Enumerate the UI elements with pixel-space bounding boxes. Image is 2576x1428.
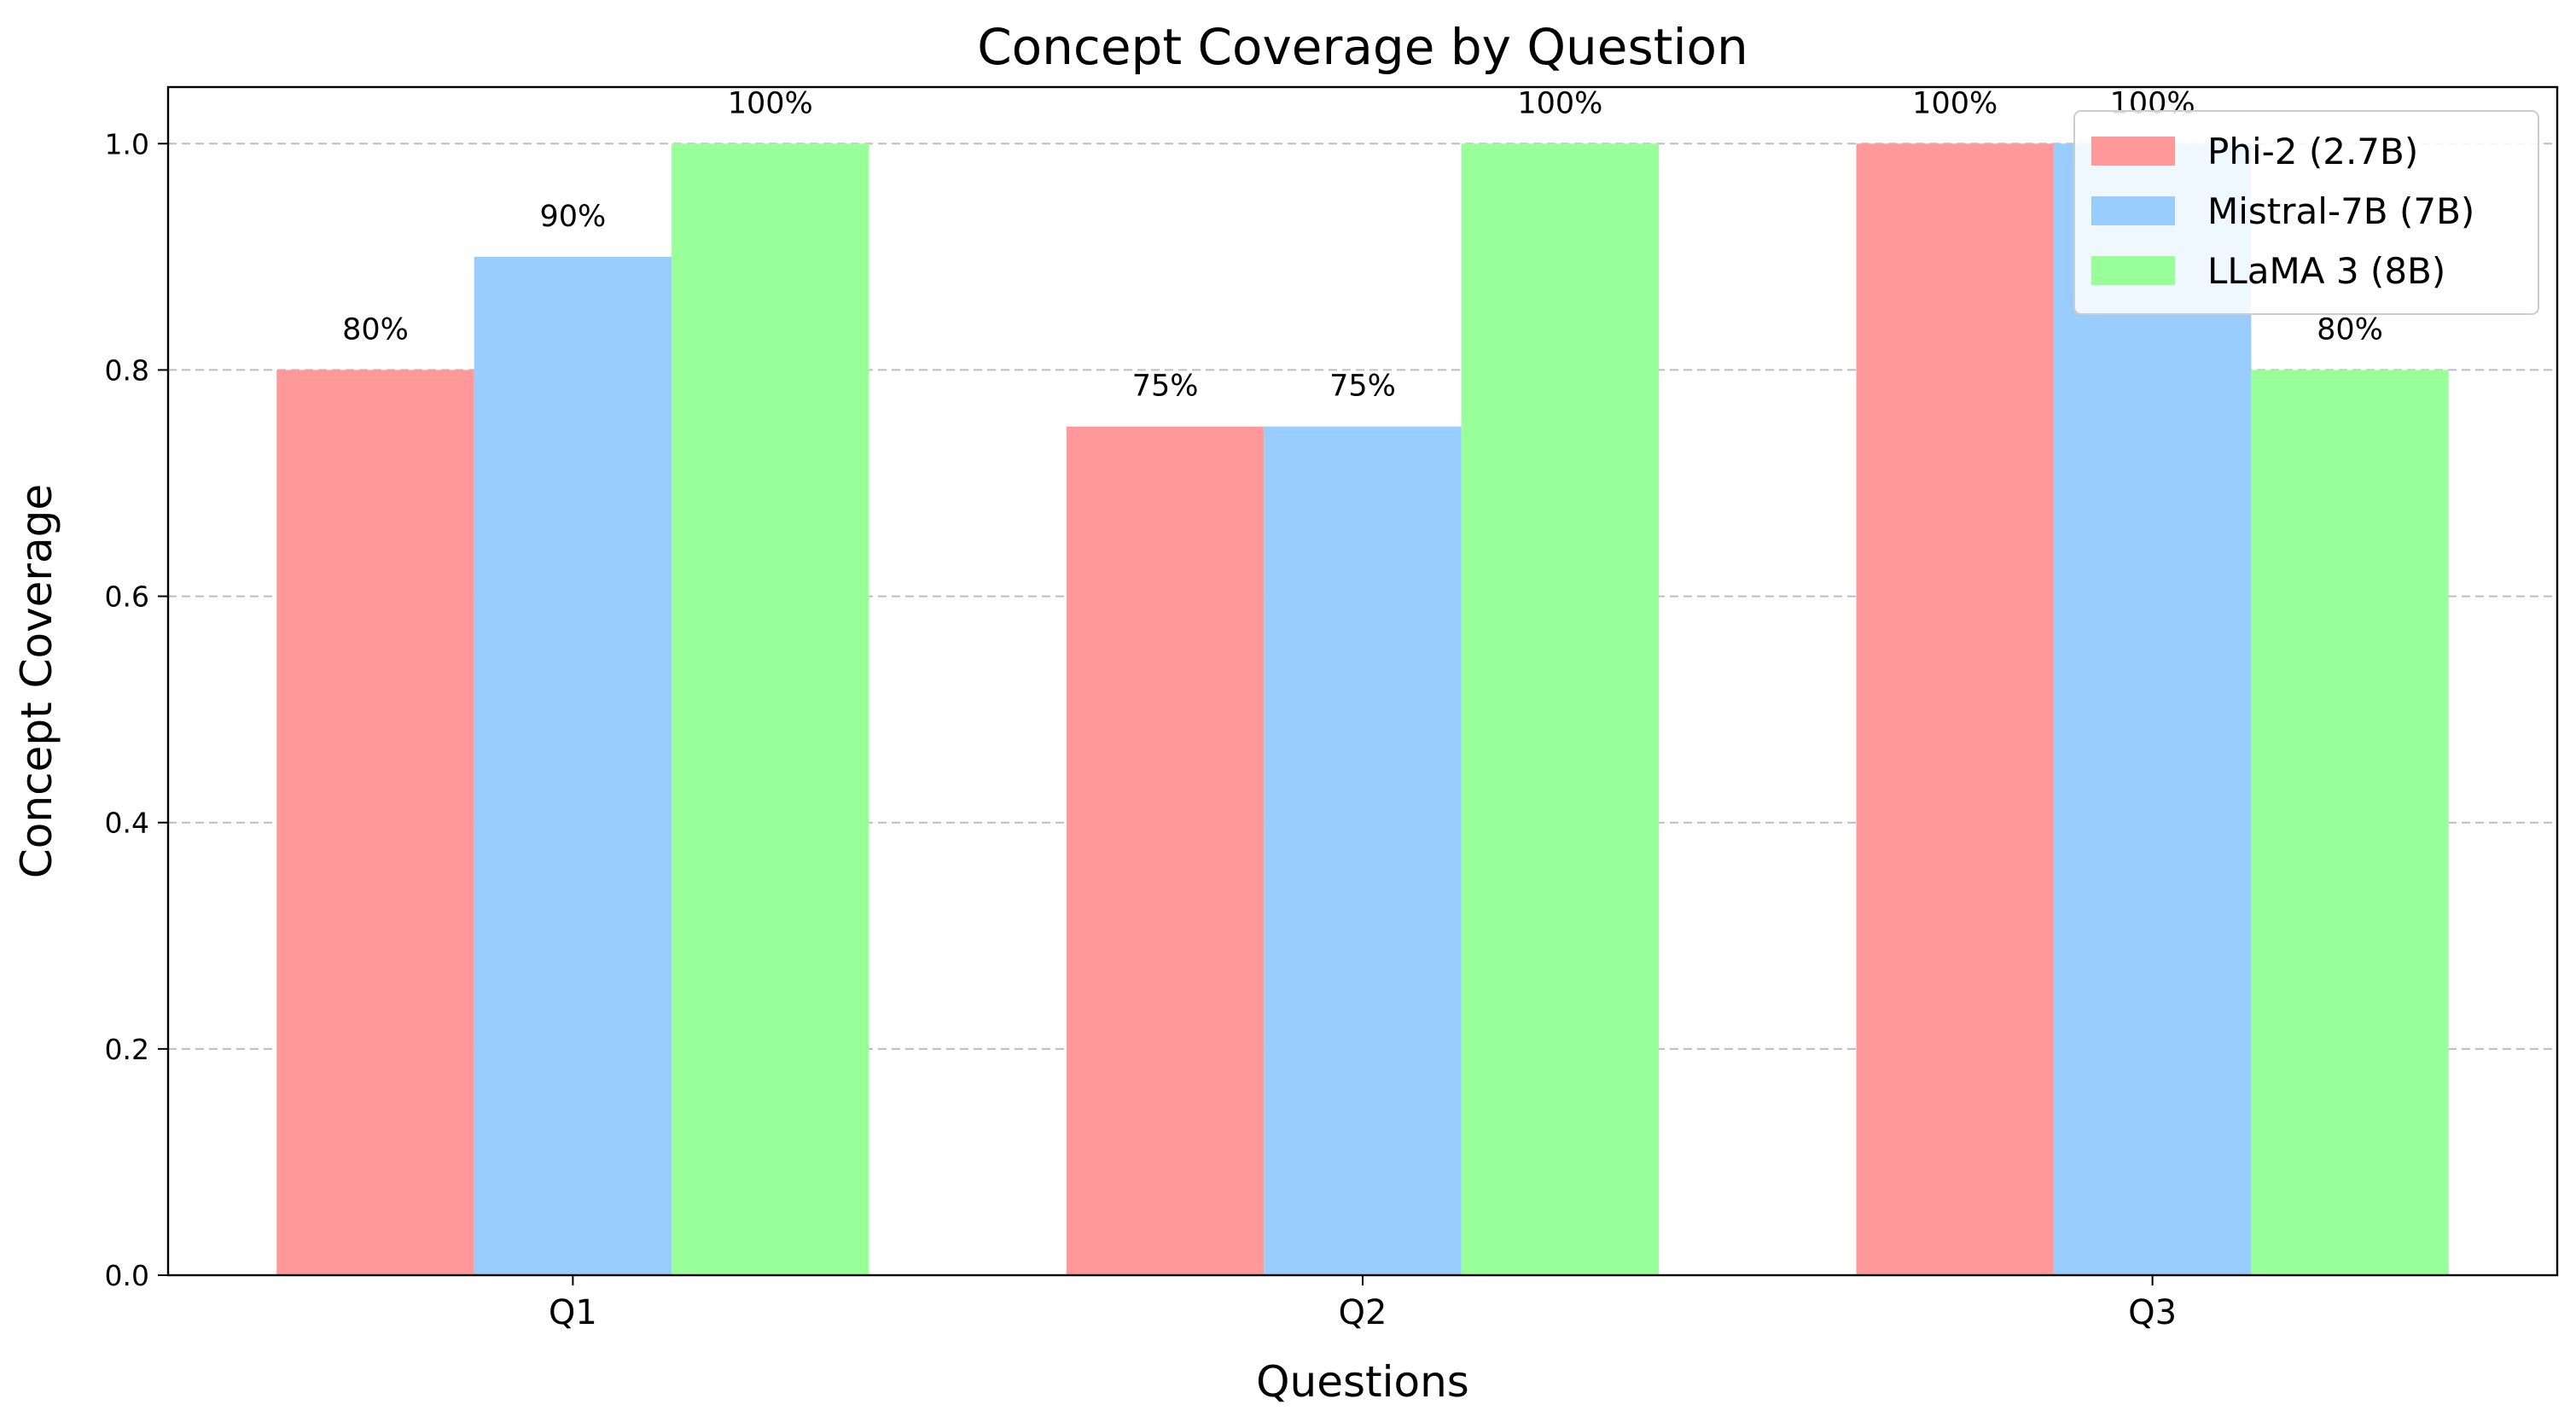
tick-layer: 0.0 0.2 0.4 0.6 0.8 1.0 Q1 Q2 Q3 [105,127,2178,1332]
bar-value-label: 90% [539,200,606,234]
legend-label: Phi-2 (2.7B) [2207,131,2418,172]
y-tick-label: 0.0 [105,1259,149,1292]
x-tick-label: Q1 [549,1293,597,1332]
y-axis-title: Concept Coverage [12,484,61,878]
bar [1066,426,1265,1275]
bar [672,143,869,1275]
bar-value-label: 100% [728,86,813,120]
bar-value-label: 100% [1912,86,1997,120]
legend: Phi-2 (2.7B) Mistral-7B (7B) LLaMA 3 (8B) [2073,110,2539,315]
bar-value-label: 80% [2317,312,2383,347]
legend-swatch [2091,256,2175,285]
legend-label: LLaMA 3 (8B) [2207,250,2445,292]
bar [474,256,672,1275]
y-tick-label: 1.0 [105,127,149,160]
legend-swatch [2091,196,2175,225]
bar [1856,143,2054,1275]
bar [2251,370,2449,1275]
bar [1264,426,1462,1275]
x-axis-title: Questions [1256,1357,1469,1407]
bar-value-label: 75% [1329,370,1396,404]
legend-swatch [2091,137,2175,166]
bar-layer [276,143,2449,1275]
legend-label: Mistral-7B (7B) [2207,190,2474,232]
x-tick-label: Q2 [1339,1293,1387,1332]
bar [276,370,474,1275]
y-tick-label: 0.2 [105,1033,149,1066]
x-tick-label: Q3 [2128,1293,2177,1332]
bar [2053,143,2252,1275]
bar [1461,143,1660,1275]
chart-title: Concept Coverage by Question [977,18,1748,76]
bar-value-label: 100% [1517,86,1602,120]
y-tick-label: 0.6 [105,580,149,614]
legend-box [2073,110,2539,315]
bar-value-label: 80% [342,312,409,347]
y-tick-label: 0.4 [105,807,149,840]
bar-value-label: 75% [1132,370,1199,404]
y-tick-label: 0.8 [105,353,149,387]
